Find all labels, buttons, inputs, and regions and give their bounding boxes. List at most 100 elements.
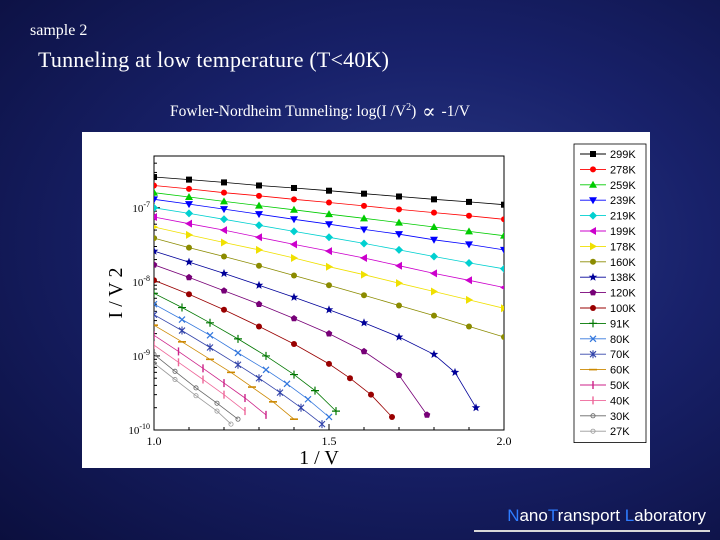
- data-point: [178, 326, 186, 335]
- data-point: [228, 421, 234, 427]
- data-point: [325, 221, 333, 229]
- data-point: [290, 216, 298, 224]
- legend-label: 60K: [610, 365, 630, 377]
- data-point: [431, 196, 437, 203]
- data-point: [283, 380, 291, 388]
- series-70K: [154, 310, 326, 429]
- x-tick-label: 1.5: [322, 434, 337, 448]
- legend-marker: [589, 180, 597, 188]
- legend-label: 50K: [610, 380, 630, 392]
- data-point: [395, 371, 403, 378]
- data-point: [193, 393, 199, 399]
- series-219K: [154, 203, 504, 273]
- data-point: [291, 272, 297, 279]
- data-point: [214, 400, 220, 406]
- legend-entry-70K: 70K: [580, 349, 630, 361]
- data-point: [359, 318, 369, 327]
- data-point: [154, 300, 158, 308]
- data-point: [235, 416, 241, 422]
- data-point: [430, 269, 437, 278]
- data-point: [429, 349, 439, 358]
- data-point: [326, 360, 332, 367]
- data-point: [325, 413, 333, 421]
- data-point: [368, 391, 374, 398]
- data-point: [221, 238, 228, 247]
- legend-label: 278K: [610, 164, 636, 176]
- legend-label: 259K: [610, 180, 636, 192]
- y-tick-label: 10-7: [132, 200, 150, 215]
- data-point: [255, 201, 263, 209]
- data-point: [234, 349, 242, 357]
- data-point: [186, 185, 192, 192]
- data-point: [396, 302, 402, 309]
- data-point: [361, 190, 367, 197]
- legend-label: 27K: [610, 426, 630, 438]
- series-line: [154, 314, 323, 425]
- data-point: [234, 360, 242, 369]
- data-point: [221, 189, 227, 196]
- legend-entry-80K: 80K: [580, 334, 630, 346]
- legend-marker: [589, 211, 597, 220]
- series-80K: [154, 300, 333, 421]
- series-299K: [154, 174, 504, 208]
- data-point: [290, 205, 298, 213]
- series-50K: [154, 331, 267, 419]
- data-point: [324, 305, 334, 314]
- series-278K: [154, 182, 504, 223]
- y-tick-label: 10-8: [132, 274, 150, 289]
- slide-title: Tunneling at low temperature (T<40K): [38, 47, 390, 72]
- data-point: [500, 264, 504, 273]
- data-point: [185, 192, 193, 200]
- formula-tail: -1/V: [441, 103, 470, 120]
- legend-entry-259K: 259K: [580, 180, 636, 192]
- data-point: [255, 233, 262, 242]
- data-point: [220, 287, 228, 294]
- data-point: [471, 403, 481, 412]
- data-point: [326, 262, 333, 271]
- data-point: [206, 331, 214, 339]
- data-point: [347, 375, 353, 382]
- legend-entry-120K: 120K: [580, 288, 636, 300]
- legend-entry-30K: 30K: [580, 411, 630, 423]
- data-point: [186, 291, 192, 298]
- data-point: [178, 303, 186, 312]
- data-point: [185, 209, 193, 218]
- data-point: [220, 215, 228, 224]
- legend-marker: [589, 197, 597, 205]
- data-point: [395, 245, 403, 254]
- data-point: [154, 360, 157, 366]
- series-line: [154, 334, 267, 416]
- legend-label: 40K: [610, 395, 630, 407]
- data-point: [395, 218, 403, 226]
- data-point: [184, 257, 194, 266]
- data-point: [276, 388, 284, 397]
- series-91K: [154, 289, 340, 416]
- data-point: [193, 385, 199, 391]
- data-point: [361, 202, 367, 209]
- data-point: [291, 184, 297, 191]
- data-point: [234, 334, 242, 343]
- data-point: [430, 252, 438, 261]
- series-160K: [154, 235, 504, 341]
- data-point: [501, 216, 504, 223]
- data-point: [291, 253, 298, 262]
- x-tick-label: 2.0: [497, 434, 512, 448]
- legend-entry-100K: 100K: [580, 303, 636, 315]
- data-point: [221, 253, 227, 260]
- legend-entry-199K: 199K: [580, 226, 636, 238]
- data-point: [466, 323, 472, 330]
- data-point: [206, 318, 214, 327]
- series-line: [154, 344, 246, 412]
- formula-text: Fowler-Nordheim Tunneling: log(I /V: [170, 103, 407, 120]
- footer-letter-n: N: [507, 506, 520, 525]
- proportional-symbol: ∝: [422, 101, 436, 123]
- data-point: [154, 351, 157, 357]
- series-259K: [154, 188, 504, 239]
- legend-label: 138K: [610, 272, 636, 284]
- data-point: [325, 210, 333, 218]
- series-199K: [154, 213, 504, 290]
- data-point: [311, 386, 319, 395]
- data-point: [154, 277, 157, 284]
- series-line: [154, 264, 428, 416]
- data-point: [318, 420, 326, 429]
